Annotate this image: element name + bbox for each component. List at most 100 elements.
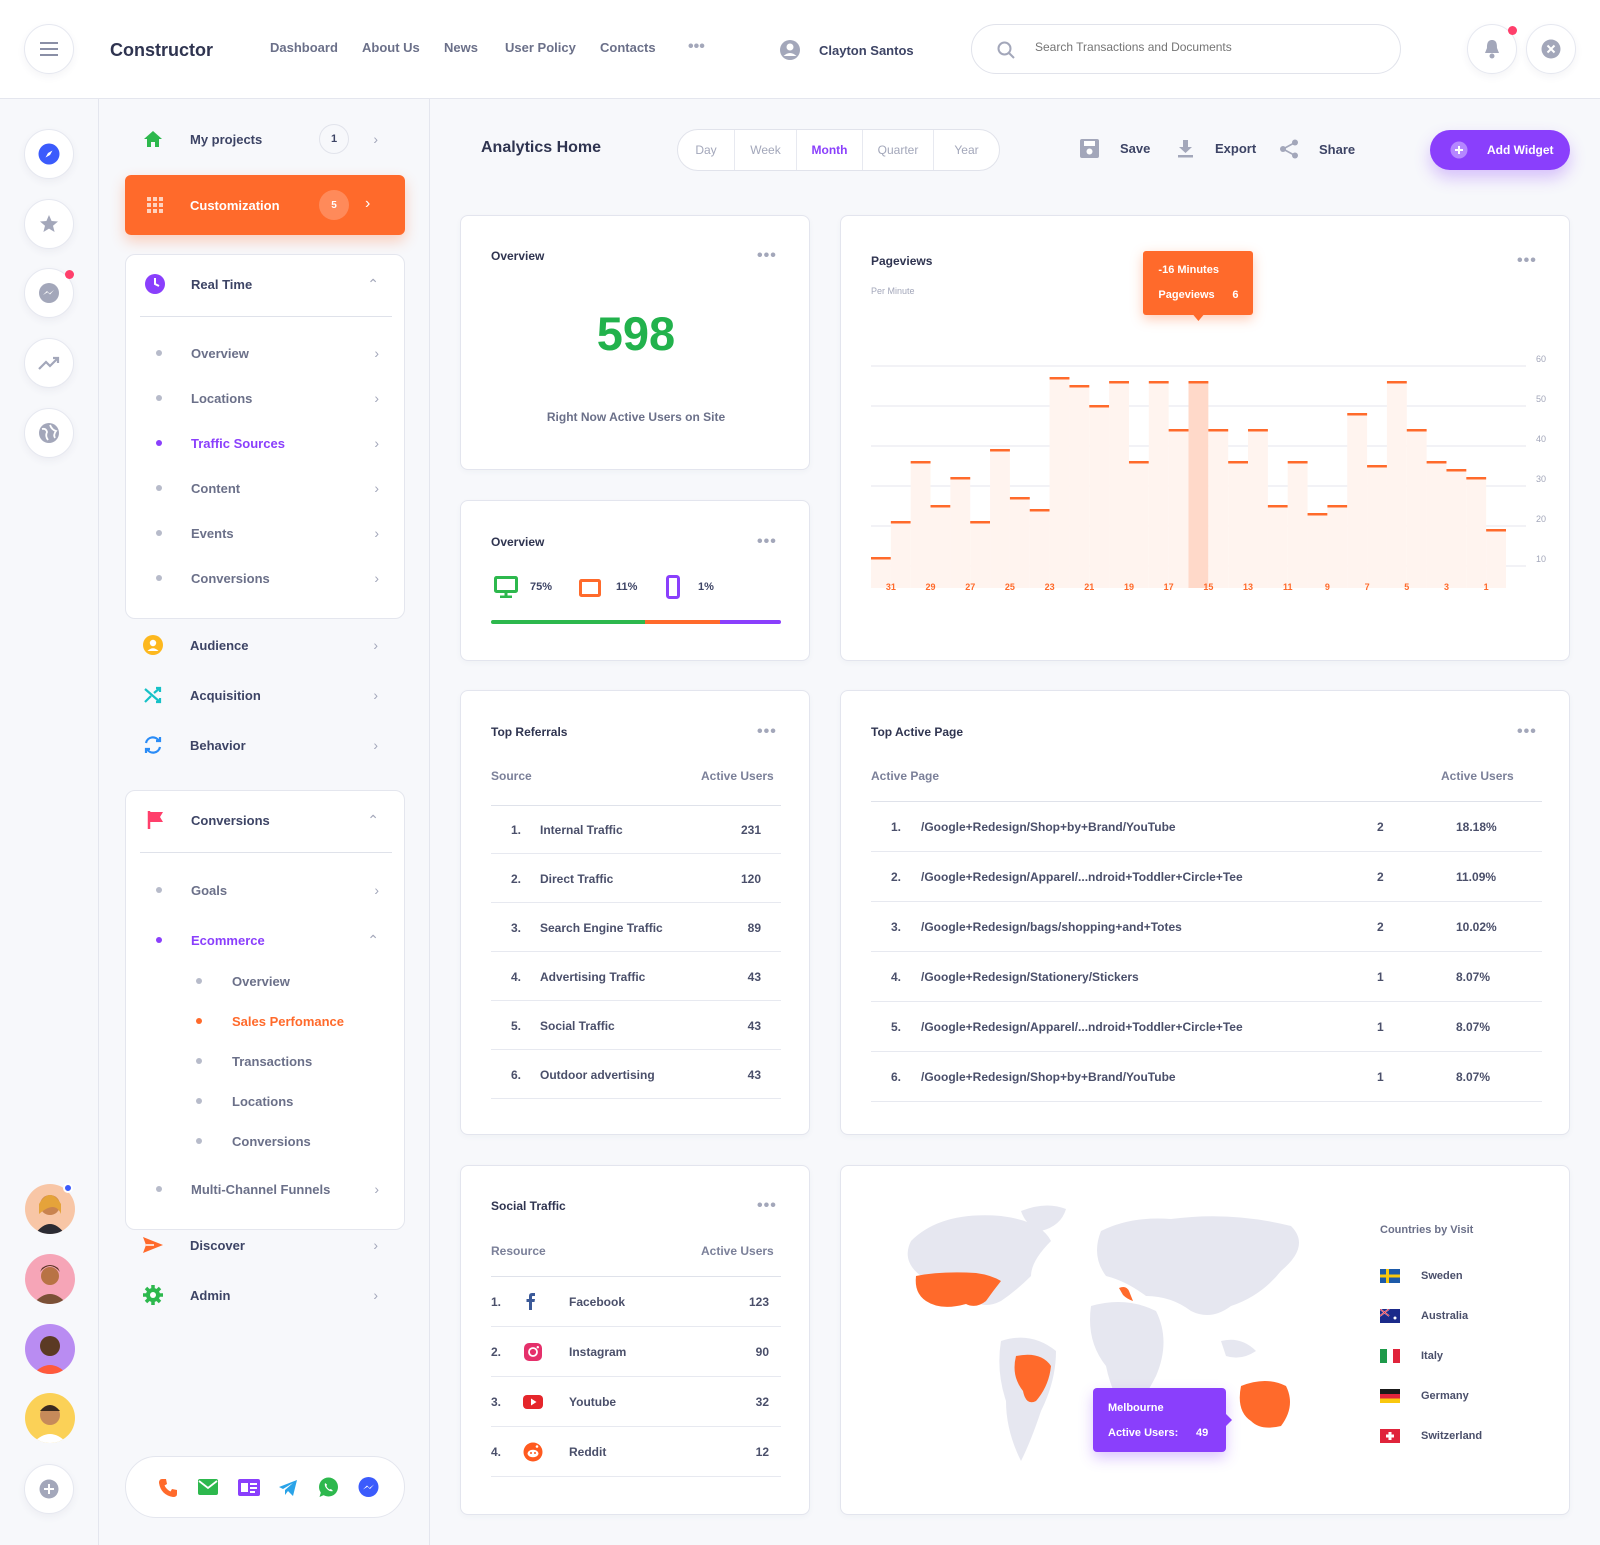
nav-dashboard[interactable]: Dashboard xyxy=(270,40,338,55)
pageviews-bar[interactable] xyxy=(910,462,931,588)
table-row[interactable]: 3. Youtube 32 xyxy=(491,1377,781,1427)
pageviews-bar[interactable] xyxy=(1347,414,1368,588)
pageviews-bar[interactable] xyxy=(1466,478,1487,588)
close-button[interactable] xyxy=(1526,24,1576,74)
sidebar-item-discover[interactable]: Discover › xyxy=(125,1230,405,1260)
pageviews-bar[interactable] xyxy=(970,522,991,588)
table-row[interactable]: 6. Outdoor advertising 43 xyxy=(491,1051,781,1099)
more-options-icon[interactable]: ••• xyxy=(757,1197,777,1214)
ecommerce-item-overview[interactable]: Overview xyxy=(126,966,406,996)
table-row[interactable]: 6. /Google+Redesign/Shop+by+Brand/YouTube… xyxy=(871,1052,1542,1102)
more-options-icon[interactable]: ••• xyxy=(1517,723,1537,740)
nav-about-us[interactable]: About Us xyxy=(362,40,420,55)
table-row[interactable]: 4. /Google+Redesign/Stationery/Stickers 1 8… xyxy=(871,952,1542,1002)
notifications-button[interactable] xyxy=(1467,24,1517,74)
sidebar-subitem-overview[interactable]: Overview › xyxy=(126,338,406,368)
pageviews-bar[interactable] xyxy=(1406,430,1427,588)
nav-contacts[interactable]: Contacts xyxy=(600,40,656,55)
pageviews-bar[interactable] xyxy=(950,478,971,588)
pageviews-bar[interactable] xyxy=(871,558,891,588)
rail-messenger-button[interactable] xyxy=(24,268,74,318)
pageviews-bar[interactable] xyxy=(1009,498,1030,588)
table-row[interactable]: 3. /Google+Redesign/bags/shopping+and+Tot… xyxy=(871,902,1542,952)
pageviews-bar[interactable] xyxy=(1188,382,1209,588)
sidebar-subitem-conversions[interactable]: Conversions › xyxy=(126,563,406,593)
sidebar-subitem-funnels[interactable]: Multi-Channel Funnels › xyxy=(126,1174,406,1204)
period-week[interactable]: Week xyxy=(735,130,797,170)
period-quarter[interactable]: Quarter xyxy=(863,130,934,170)
rail-star-button[interactable] xyxy=(24,199,74,249)
period-month[interactable]: Month xyxy=(797,130,863,170)
pageviews-bar[interactable] xyxy=(1069,386,1090,588)
table-row[interactable]: 5. /Google+Redesign/Apparel/...ndroid+Tod… xyxy=(871,1002,1542,1052)
period-day[interactable]: Day xyxy=(678,130,735,170)
share-button[interactable]: Share xyxy=(1279,139,1355,159)
pageviews-bar[interactable] xyxy=(990,450,1010,588)
sidebar-subitem-content[interactable]: Content › xyxy=(126,473,406,503)
more-options-icon[interactable]: ••• xyxy=(757,723,777,740)
sidebar-subitem-ecommerce[interactable]: Ecommerce ⌃ xyxy=(126,925,406,955)
sidebar-item-behavior[interactable]: Behavior › xyxy=(125,730,405,760)
sidebar-subitem-goals[interactable]: Goals › xyxy=(126,875,406,905)
user-name[interactable]: Clayton Santos xyxy=(819,43,914,58)
pageviews-bar[interactable] xyxy=(1307,514,1328,588)
save-button[interactable]: Save xyxy=(1080,139,1150,158)
pageviews-bar[interactable] xyxy=(1089,406,1110,588)
table-row[interactable]: 4. Advertising Traffic 43 xyxy=(491,953,781,1001)
search-box[interactable] xyxy=(971,24,1401,74)
pageviews-bar[interactable] xyxy=(1486,530,1506,588)
rail-trend-button[interactable] xyxy=(24,338,74,388)
contact-card-icon[interactable] xyxy=(238,1479,260,1496)
ecommerce-item-sales-performance[interactable]: Sales Perfomance xyxy=(126,1006,406,1036)
pageviews-bar[interactable] xyxy=(1267,506,1288,588)
more-nav-icon[interactable]: ••• xyxy=(688,38,705,55)
pageviews-bar[interactable] xyxy=(1367,466,1387,588)
pageviews-bar[interactable] xyxy=(1128,462,1149,588)
messenger-icon[interactable] xyxy=(358,1477,379,1498)
export-button[interactable]: Export xyxy=(1177,139,1256,158)
table-row[interactable]: 5. Social Traffic 43 xyxy=(491,1002,781,1050)
add-contact-button[interactable] xyxy=(24,1464,74,1514)
more-options-icon[interactable]: ••• xyxy=(1517,252,1537,269)
pageviews-bar[interactable] xyxy=(1029,510,1050,588)
table-row[interactable]: 2. Instagram 90 xyxy=(491,1327,781,1377)
pageviews-bar[interactable] xyxy=(1287,462,1308,588)
sidebar-item-my-projects[interactable]: My projects 1 › xyxy=(125,124,405,154)
ecommerce-item-transactions[interactable]: Transactions xyxy=(126,1046,406,1076)
realtime-header[interactable]: Real Time ⌃ xyxy=(126,269,406,299)
conversions-header[interactable]: Conversions ⌃ xyxy=(126,805,406,835)
table-row[interactable]: 1. Internal Traffic 231 xyxy=(491,806,781,854)
sidebar-item-acquisition[interactable]: Acquisition › xyxy=(125,680,405,710)
table-row[interactable]: 2. Direct Traffic 120 xyxy=(491,855,781,903)
ecommerce-item-locations[interactable]: Locations xyxy=(126,1086,406,1116)
phone-icon[interactable] xyxy=(158,1478,178,1498)
more-options-icon[interactable]: ••• xyxy=(757,533,777,550)
sidebar-item-audience[interactable]: Audience › xyxy=(125,630,405,660)
sidebar-subitem-events[interactable]: Events › xyxy=(126,518,406,548)
pageviews-bar[interactable] xyxy=(890,522,911,588)
pageviews-bar[interactable] xyxy=(1168,430,1189,588)
pageviews-bar[interactable] xyxy=(1109,382,1129,588)
rail-compass-button[interactable] xyxy=(24,129,74,179)
table-row[interactable]: 4. Reddit 12 xyxy=(491,1427,781,1477)
pageviews-bar[interactable] xyxy=(1327,506,1348,588)
add-widget-button[interactable]: Add Widget xyxy=(1430,130,1570,170)
more-options-icon[interactable]: ••• xyxy=(757,247,777,264)
whatsapp-icon[interactable] xyxy=(318,1477,339,1498)
pageviews-bar[interactable] xyxy=(1228,462,1249,588)
table-row[interactable]: 1. Facebook 123 xyxy=(491,1277,781,1327)
table-row[interactable]: 1. /Google+Redesign/Shop+by+Brand/YouTube… xyxy=(871,802,1542,852)
table-row[interactable]: 2. /Google+Redesign/Apparel/...ndroid+Tod… xyxy=(871,852,1542,902)
sidebar-item-customization[interactable]: Customization 5 › xyxy=(125,175,405,235)
pageviews-bar[interactable] xyxy=(1426,462,1447,588)
pageviews-bar[interactable] xyxy=(1148,382,1169,588)
period-year[interactable]: Year xyxy=(954,143,979,157)
pageviews-bar[interactable] xyxy=(1248,430,1268,588)
sidebar-subitem-locations[interactable]: Locations › xyxy=(126,383,406,413)
sidebar-item-admin[interactable]: Admin › xyxy=(125,1280,405,1310)
nav-user-policy[interactable]: User Policy xyxy=(505,40,576,55)
nav-news[interactable]: News xyxy=(444,40,478,55)
telegram-icon[interactable] xyxy=(278,1479,298,1497)
pageviews-bar[interactable] xyxy=(1049,378,1070,588)
search-input[interactable] xyxy=(1035,40,1375,54)
